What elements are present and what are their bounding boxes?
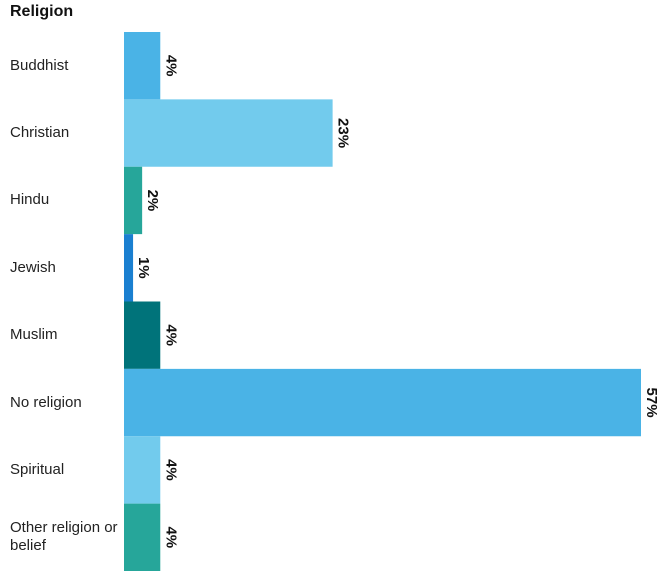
value-label: 1% [135, 257, 152, 279]
category-label: Other religion or belief [10, 519, 118, 555]
bar [124, 32, 161, 100]
value-label: 4% [162, 459, 179, 481]
bar [124, 436, 161, 504]
category-label: Jewish [10, 258, 56, 276]
value-label: 2% [144, 190, 161, 212]
value-label: 4% [162, 55, 179, 77]
value-label: 4% [162, 324, 179, 346]
category-label: Christian [10, 124, 70, 142]
value-label: 57% [643, 388, 660, 418]
category-label: No religion [10, 393, 82, 411]
category-label: Muslim [10, 326, 58, 344]
category-label: Hindu [10, 191, 50, 209]
category-label: Buddhist [10, 56, 69, 74]
bar [124, 301, 161, 369]
chart-title: Religion [10, 3, 74, 20]
category-label: Spiritual [10, 460, 65, 478]
bar [124, 368, 641, 437]
bar [124, 503, 161, 571]
value-label: 23% [335, 118, 352, 148]
bar [124, 166, 143, 235]
bar [124, 99, 333, 167]
bar [124, 234, 134, 302]
value-label: 4% [162, 526, 179, 548]
